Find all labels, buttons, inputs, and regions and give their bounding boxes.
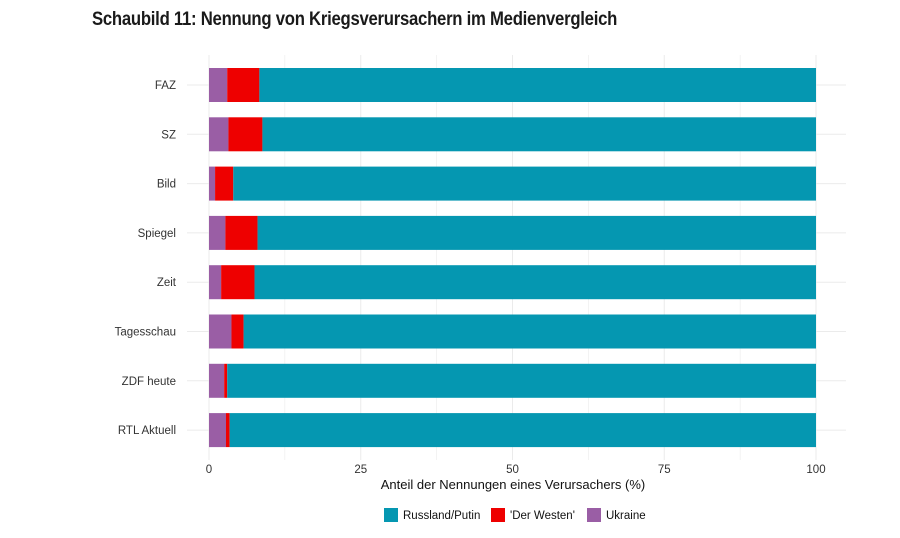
bar-segment	[228, 117, 263, 152]
bar-segment	[243, 314, 816, 349]
bar-segment	[227, 68, 260, 102]
bar-segment	[221, 265, 255, 300]
x-axis-labels: 0 25 50 75 100	[206, 464, 826, 476]
y-tick-label: FAZ	[155, 80, 176, 92]
bar-segment	[209, 314, 232, 349]
bar-segment	[209, 68, 228, 102]
bar-segment	[215, 166, 234, 201]
bar-segment	[209, 363, 225, 398]
bar-segment	[231, 314, 244, 349]
legend-swatch	[384, 508, 398, 522]
bar-segment	[227, 363, 816, 398]
legend-swatch	[491, 508, 505, 522]
grid-lines	[187, 55, 846, 460]
y-tick-label: Zeit	[157, 277, 177, 289]
bar-segment	[224, 363, 228, 398]
x-axis-title: Anteil der Nennungen eines Verursachers …	[381, 477, 645, 492]
x-tick-label: 75	[658, 464, 671, 476]
bars	[209, 68, 817, 448]
y-tick-label: RTL Aktuell	[118, 425, 176, 437]
x-tick-label: 100	[806, 464, 825, 476]
bar-segment	[229, 413, 816, 448]
bar-segment	[209, 265, 222, 300]
x-tick-label: 25	[354, 464, 367, 476]
bar-segment	[209, 117, 229, 152]
bar-segment	[257, 215, 816, 250]
legend-label: 'Der Westen'	[510, 510, 575, 522]
legend-swatch	[587, 508, 601, 522]
bar-segment	[209, 166, 216, 201]
y-tick-label: SZ	[161, 129, 176, 141]
y-tick-label: Bild	[157, 179, 176, 191]
bar-segment	[225, 413, 230, 448]
y-tick-label: Spiegel	[138, 228, 176, 240]
bar-segment	[209, 215, 226, 250]
legend-label: Ukraine	[606, 510, 646, 522]
chart-title: Schaubild 11: Nennung von Kriegsverursac…	[92, 9, 618, 30]
x-tick-label: 0	[206, 464, 212, 476]
bar-segment	[225, 215, 258, 250]
y-axis-labels: FAZ SZ Bild Spiegel Zeit Tagesschau ZDF heute R…	[115, 80, 177, 437]
x-tick-label: 50	[506, 464, 519, 476]
y-tick-label: Tagesschau	[115, 327, 176, 339]
bar-segment	[209, 413, 226, 448]
y-tick-label: ZDF heute	[122, 376, 176, 388]
legend: Russland/Putin 'Der Westen' Ukraine	[384, 508, 646, 522]
bar-segment	[233, 166, 816, 201]
bar-segment	[259, 68, 817, 102]
bar-segment	[262, 117, 816, 152]
bar-segment	[254, 265, 816, 300]
legend-label: Russland/Putin	[403, 510, 480, 522]
